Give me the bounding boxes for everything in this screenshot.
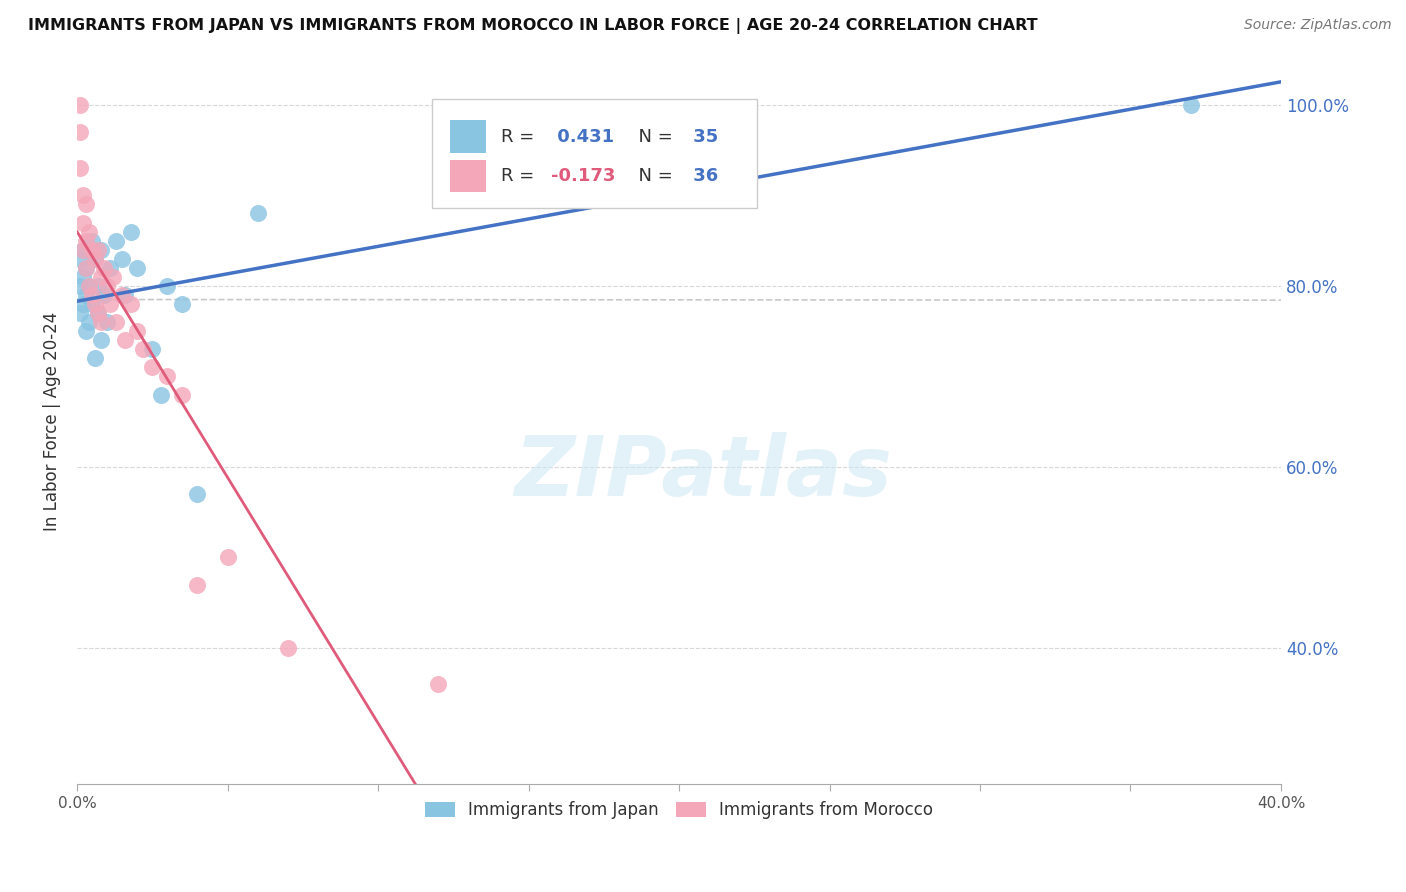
- Point: [172, 297, 194, 311]
- Point: [90, 269, 112, 284]
- Point: [105, 234, 128, 248]
- Point: [82, 297, 104, 311]
- Point: [114, 288, 136, 302]
- Point: [84, 252, 107, 266]
- Point: [186, 487, 208, 501]
- Y-axis label: In Labor Force | Age 20-24: In Labor Force | Age 20-24: [44, 312, 60, 532]
- Point: [150, 387, 173, 401]
- Point: [127, 260, 149, 275]
- Point: [1180, 98, 1202, 112]
- Point: [127, 324, 149, 338]
- Text: 36: 36: [688, 167, 718, 185]
- Point: [87, 243, 110, 257]
- Point: [87, 306, 110, 320]
- Text: ZIPatlas: ZIPatlas: [515, 432, 891, 513]
- Point: [77, 279, 100, 293]
- Point: [75, 260, 97, 275]
- Point: [82, 234, 104, 248]
- Point: [69, 252, 91, 266]
- Point: [75, 260, 97, 275]
- Point: [72, 269, 94, 284]
- Point: [96, 279, 118, 293]
- Point: [93, 288, 115, 302]
- Point: [217, 550, 239, 565]
- Point: [120, 297, 142, 311]
- Point: [114, 333, 136, 347]
- Point: [72, 243, 94, 257]
- Point: [69, 279, 91, 293]
- FancyBboxPatch shape: [450, 120, 486, 153]
- Point: [69, 98, 91, 112]
- Point: [87, 279, 110, 293]
- Text: Source: ZipAtlas.com: Source: ZipAtlas.com: [1244, 18, 1392, 32]
- Point: [69, 306, 91, 320]
- Text: R =: R =: [501, 128, 540, 145]
- Point: [75, 324, 97, 338]
- Point: [72, 215, 94, 229]
- Point: [77, 225, 100, 239]
- Point: [82, 243, 104, 257]
- Point: [427, 677, 450, 691]
- Legend: Immigrants from Japan, Immigrants from Morocco: Immigrants from Japan, Immigrants from M…: [419, 795, 939, 826]
- Point: [96, 315, 118, 329]
- Point: [105, 315, 128, 329]
- Point: [111, 288, 134, 302]
- Point: [246, 206, 269, 220]
- Text: 35: 35: [688, 128, 718, 145]
- Point: [69, 125, 91, 139]
- FancyBboxPatch shape: [450, 160, 486, 193]
- Point: [84, 351, 107, 366]
- Point: [82, 288, 104, 302]
- Point: [77, 279, 100, 293]
- Point: [75, 197, 97, 211]
- Point: [186, 577, 208, 591]
- Point: [90, 243, 112, 257]
- Text: N =: N =: [627, 167, 679, 185]
- Point: [141, 343, 163, 357]
- Text: N =: N =: [627, 128, 679, 145]
- Point: [156, 369, 179, 384]
- Point: [141, 360, 163, 375]
- Point: [75, 234, 97, 248]
- Point: [77, 315, 100, 329]
- Point: [72, 188, 94, 202]
- Point: [84, 297, 107, 311]
- Text: 0.431: 0.431: [551, 128, 614, 145]
- Point: [72, 243, 94, 257]
- Point: [90, 333, 112, 347]
- Point: [87, 306, 110, 320]
- Point: [172, 387, 194, 401]
- Point: [75, 288, 97, 302]
- Point: [132, 343, 155, 357]
- Point: [156, 279, 179, 293]
- Point: [98, 297, 121, 311]
- Point: [84, 252, 107, 266]
- Point: [90, 315, 112, 329]
- Text: -0.173: -0.173: [551, 167, 616, 185]
- Point: [69, 161, 91, 176]
- Point: [277, 640, 299, 655]
- Point: [111, 252, 134, 266]
- Text: IMMIGRANTS FROM JAPAN VS IMMIGRANTS FROM MOROCCO IN LABOR FORCE | AGE 20-24 CORR: IMMIGRANTS FROM JAPAN VS IMMIGRANTS FROM…: [28, 18, 1038, 34]
- Point: [103, 269, 125, 284]
- FancyBboxPatch shape: [432, 99, 758, 208]
- Point: [98, 260, 121, 275]
- Point: [93, 260, 115, 275]
- Point: [72, 297, 94, 311]
- Text: R =: R =: [501, 167, 540, 185]
- Point: [120, 225, 142, 239]
- Point: [668, 134, 690, 148]
